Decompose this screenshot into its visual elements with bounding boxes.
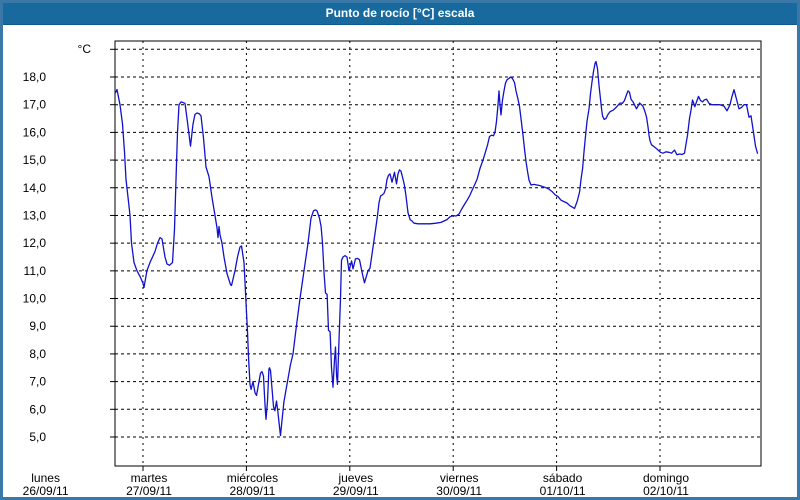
y-tick-label: 13,0: [23, 208, 47, 222]
day-label: lunes: [31, 471, 60, 485]
unit-label: °C: [78, 42, 92, 56]
title-bar[interactable]: Punto de rocío [°C] escala: [3, 3, 797, 25]
y-tick-label: 17,0: [23, 98, 47, 112]
y-tick-label: 18,0: [23, 70, 47, 84]
chart-area: 5,0 6,0 7,0 8,0 9,0 10,0 11,0 12,0 13,0 14,0 15,0 1…: [3, 25, 797, 498]
date-label: 02/10/11: [643, 484, 689, 498]
day-label: martes: [131, 471, 168, 485]
day-label: viernes: [440, 471, 479, 485]
y-tick-label: 16,0: [23, 125, 47, 139]
date-label: 26/09/11: [23, 484, 69, 498]
dewpoint-chart-svg: 5,0 6,0 7,0 8,0 9,0 10,0 11,0 12,0 13,0 14,0 15,0 1…: [23, 40, 762, 498]
date-label: 30/09/11: [436, 484, 482, 498]
y-tick-label: 8,0: [29, 347, 46, 361]
date-label: 01/10/11: [540, 484, 586, 498]
dewpoint-line: [114, 60, 759, 437]
date-label: 27/09/11: [126, 484, 172, 498]
window-title: Punto de rocío [°C] escala: [325, 6, 475, 20]
y-tick-label: 15,0: [23, 153, 47, 167]
date-label: 28/09/11: [229, 484, 275, 498]
date-label: 29/09/11: [333, 484, 379, 498]
plot-border: [114, 40, 762, 467]
day-label: sábado: [543, 471, 583, 485]
day-label: jueves: [337, 471, 373, 485]
y-tick-label: 7,0: [29, 375, 46, 389]
y-tick-label: 11,0: [24, 264, 47, 278]
y-tick-label: 10,0: [23, 292, 47, 306]
y-tick-label: 14,0: [23, 181, 47, 195]
day-label: domingo: [643, 471, 689, 485]
day-label: miércoles: [227, 471, 278, 485]
y-tick-label: 5,0: [29, 430, 46, 444]
y-tick-label: 12,0: [23, 236, 47, 250]
y-tick-label: 9,0: [29, 319, 46, 333]
y-tick-label: 6,0: [29, 402, 46, 416]
